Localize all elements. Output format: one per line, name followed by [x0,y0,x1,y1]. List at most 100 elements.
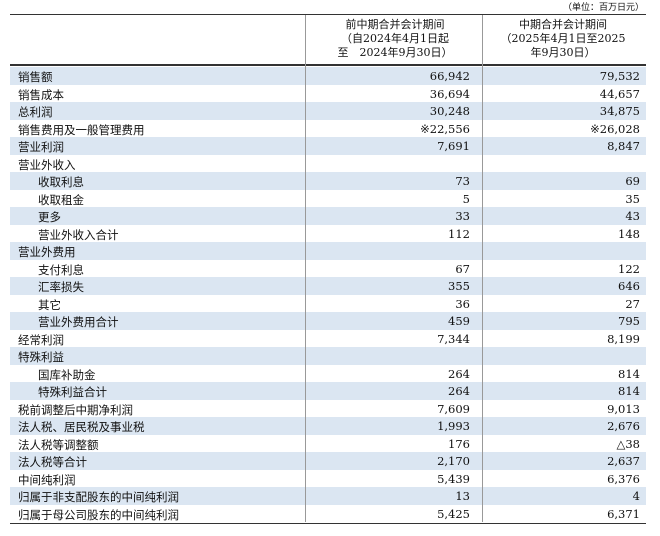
table-row: 总利润 30,248 34,875 [10,102,646,120]
table-row: 税前调整后中期净利润 7,609 9,013 [10,400,646,418]
row-label: 特殊利益 [18,350,64,364]
table-row: 经常利润 7,344 8,199 [10,330,646,348]
cell-value: 459 [448,314,470,328]
cell-value: 73 [455,174,470,188]
cell-value: 7,691 [437,139,470,153]
row-label: 营业外费用合计 [38,315,119,329]
cell-value: 35 [625,191,640,206]
cell-value: 795 [618,314,640,328]
cell-value: 6,376 [607,471,640,486]
row-label: 营业利润 [18,140,64,154]
column-header: 年9月30日） [530,46,596,59]
column-header: 前中期合并会计期间 [345,18,445,31]
cell-value: 176 [448,436,470,451]
cell-value: ※22,556 [420,121,470,136]
table-row: 汇率损失 355 646 [10,277,646,295]
row-label: 销售费用及一般管理费用 [18,122,145,137]
cell-value: 2,170 [437,454,470,468]
cell-value: 44,657 [599,86,640,101]
table-row: 法人税等调整额 176 △38 [10,435,646,453]
cell-value: △38 [616,436,640,451]
cell-value: 4 [632,489,640,503]
row-label: 营业外费用 [18,245,76,259]
table-row: 国库补助金 264 814 [10,365,646,383]
cell-value: 69 [625,174,640,188]
table-row: 营业外收入 [10,155,646,173]
row-label: 其它 [38,297,61,312]
row-label: 收取租金 [38,192,84,207]
cell-value: 34,875 [599,104,640,118]
table-row: 销售费用及一般管理费用 ※22,556 ※26,028 [10,120,646,138]
row-label: 营业外收入 [18,157,76,172]
column-header: 中期合并会计期间 [519,18,607,31]
table-row: 中间纯利润 5,439 6,376 [10,470,646,488]
bottom-rule [10,523,646,524]
row-label: 归属于非支配股东的中间纯利润 [18,490,179,504]
row-label: 销售额 [18,70,53,84]
table-row: 更多 33 43 [10,207,646,225]
column-header: （2025年4月1日至2025 [500,32,626,45]
cell-value: 112 [448,226,470,241]
row-label: 法人税、居民税及事业税 [18,420,145,434]
row-label: 更多 [38,210,61,224]
row-label: 汇率损失 [38,280,84,294]
cell-value: 9,013 [607,401,640,416]
row-label: 中间纯利润 [18,472,76,487]
table-row: 营业外收入合计 112 148 [10,225,646,243]
table-row: 营业利润 7,691 8,847 [10,137,646,155]
cell-value: 33 [455,209,470,223]
cell-value: 13 [455,489,470,503]
row-label: 经常利润 [18,332,64,347]
row-label: 归属于母公司股东的中间纯利润 [18,507,179,522]
cell-value: 646 [618,279,640,293]
row-label: 营业外收入合计 [38,227,119,242]
cell-value: 264 [448,366,470,381]
row-label: 国库补助金 [38,367,96,382]
column-header: 至 2024年9月30日） [337,46,453,59]
column-divider [482,15,483,522]
table-row: 营业外费用 [10,242,646,260]
row-label: 法人税等合计 [18,455,87,469]
cell-value: 2,637 [607,454,640,468]
column-divider [305,15,306,522]
table-row: 法人税、居民税及事业税 1,993 2,676 [10,417,646,435]
row-label: 税前调整后中期净利润 [18,402,133,417]
row-label: 总利润 [18,105,53,119]
cell-value: 5 [462,191,470,206]
cell-value: 8,847 [607,139,640,153]
cell-value: 122 [618,261,640,276]
cell-value: 1,993 [437,419,470,433]
table-row: 法人税等合计 2,170 2,637 [10,452,646,470]
table-row: 支付利息 67 122 [10,260,646,278]
cell-value: 30,248 [429,104,470,118]
cell-value: 7,609 [437,401,470,416]
cell-value: 264 [448,384,470,398]
row-label: 法人税等调整额 [18,437,99,452]
table-row: 收取租金 5 35 [10,190,646,208]
table-row: 其它 36 27 [10,295,646,313]
cell-value: 43 [625,209,640,223]
row-label: 特殊利益合计 [38,385,107,399]
cell-value: 6,371 [607,506,640,521]
row-label: 支付利息 [38,262,84,277]
cell-value: 36 [455,296,470,311]
cell-value: 27 [625,296,640,311]
cell-value: 2,676 [607,419,640,433]
table-row: 特殊利益合计 264 814 [10,382,646,400]
cell-value: 5,425 [437,506,470,521]
table-row: 销售成本 36,694 44,657 [10,85,646,103]
cell-value: 79,532 [599,69,640,83]
top-rule [10,14,646,15]
row-label: 销售成本 [18,87,64,102]
cell-value: 7,344 [437,331,470,346]
cell-value: 814 [618,384,640,398]
cell-value: ※26,028 [590,121,640,136]
table-row: 销售额 66,942 79,532 [10,67,646,85]
cell-value: 67 [455,261,470,276]
unit-note: （单位：百万日元） [562,3,644,13]
header-rule [10,64,646,66]
row-label: 收取利息 [38,175,84,189]
cell-value: 8,199 [607,331,640,346]
cell-value: 148 [618,226,640,241]
